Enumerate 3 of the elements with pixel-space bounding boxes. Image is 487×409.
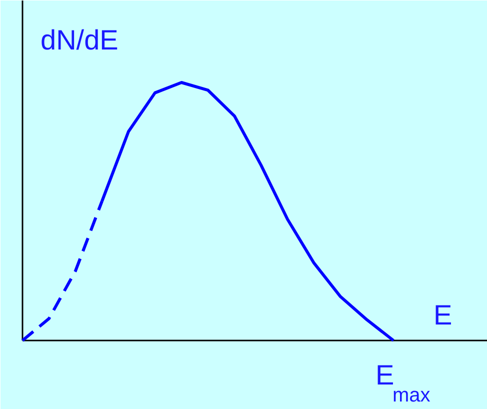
y-axis-title: dN/dE (40, 24, 118, 56)
x-axis-title: E (434, 300, 452, 330)
text: Emax (376, 360, 430, 406)
